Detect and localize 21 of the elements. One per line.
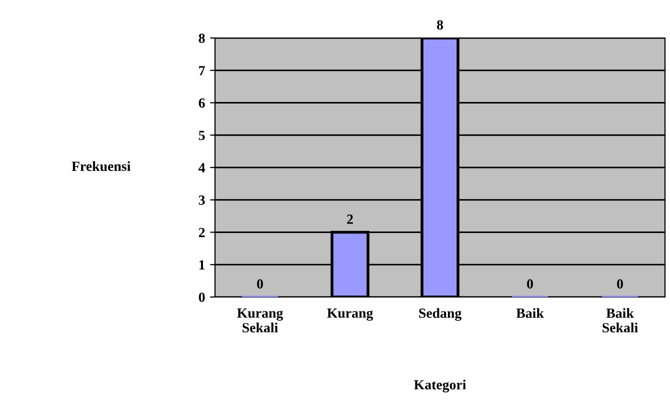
x-tick-label: Sedang — [419, 308, 462, 321]
y-tick-label: 6 — [198, 98, 205, 108]
y-axis-title: Frekuensi — [72, 161, 130, 172]
data-label: 8 — [436, 20, 444, 30]
data-label: 0 — [257, 279, 263, 289]
x-tick-label: Kurang Sekali — [237, 308, 284, 332]
x-axis-title: Kategori — [414, 380, 466, 392]
y-tick-label: 0 — [198, 292, 205, 302]
y-tick-label: 4 — [198, 163, 206, 172]
y-tick-label: 2 — [198, 228, 205, 238]
y-tick-label: 1 — [199, 260, 205, 270]
y-tick-label: 3 — [198, 195, 205, 205]
data-label: 2 — [347, 214, 353, 224]
data-label: 0 — [617, 279, 623, 289]
x-tick-label: Baik — [516, 308, 544, 318]
y-tick-label: 5 — [198, 130, 205, 140]
y-tick-label: 8 — [198, 34, 205, 43]
y-tick-label: 7 — [199, 66, 205, 76]
x-tick-label: Kurang — [327, 308, 374, 321]
x-tick-label: Baik Sekali — [602, 308, 638, 332]
data-label: 0 — [527, 279, 533, 289]
